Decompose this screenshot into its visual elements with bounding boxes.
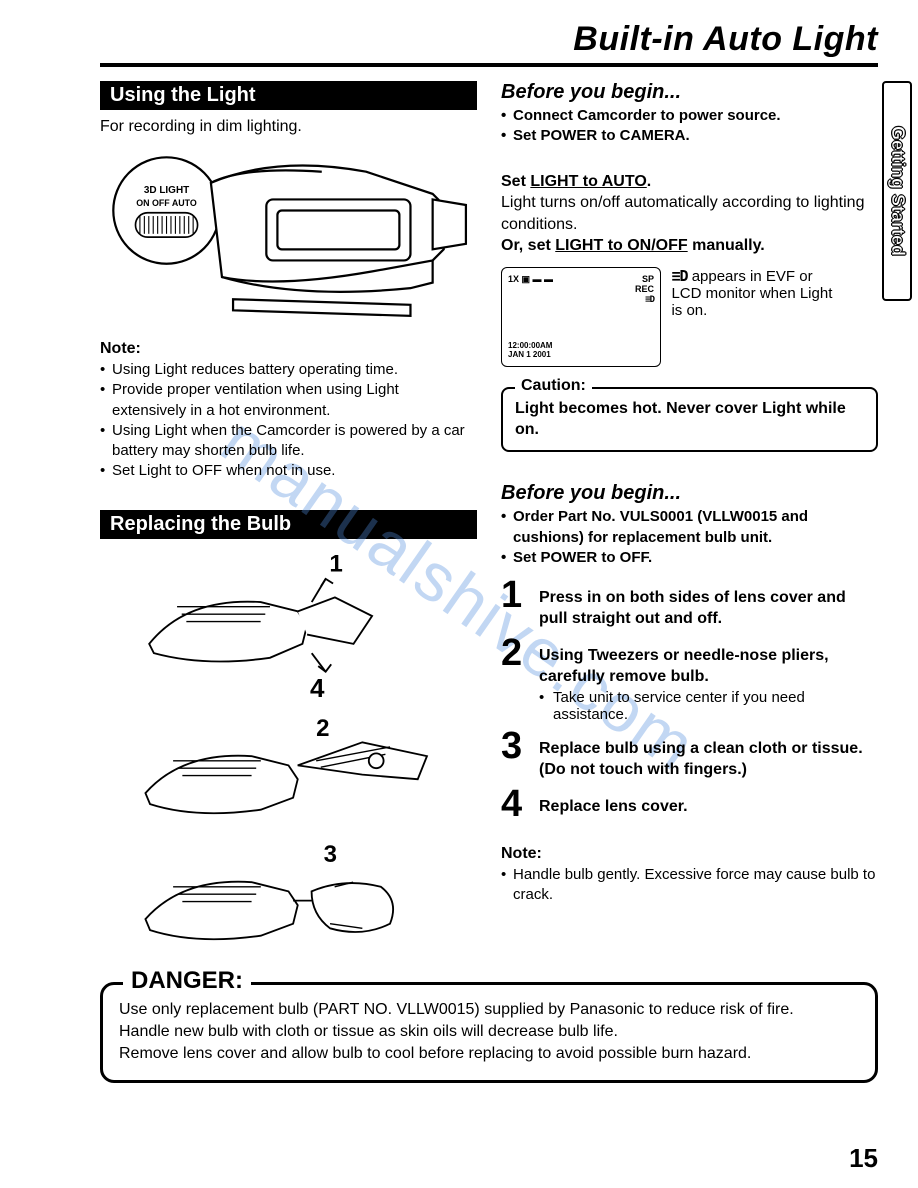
step-sub: Take unit to service center if you need … bbox=[539, 689, 878, 723]
lcd-screen: 1X ▣ ▬ ▬ SP REC ≡D 12:00:00AM JAN 1 2001 bbox=[501, 267, 661, 367]
note2-label: Note: bbox=[501, 845, 878, 863]
step-1: 1 Press in on both sides of lens cover a… bbox=[501, 578, 878, 630]
page-title: Built-in Auto Light bbox=[100, 20, 878, 59]
lcd-rec: REC bbox=[635, 284, 654, 294]
before-begin-1-list: Connect Camcorder to power source. Set P… bbox=[501, 106, 878, 147]
danger-box: DANGER: Use only replacement bulb (PART … bbox=[100, 982, 878, 1083]
step-text: Replace lens cover. bbox=[539, 787, 688, 818]
danger-line: Use only replacement bulb (PART NO. VLLW… bbox=[119, 999, 859, 1021]
step-num: 2 bbox=[501, 636, 531, 670]
evf-note: ≡D appears in EVF or LCD monitor when Li… bbox=[671, 267, 841, 319]
fig-label-2: 2 bbox=[316, 714, 329, 741]
lcd-top-left: 1X ▣ ▬ ▬ bbox=[508, 274, 553, 305]
replace-fig-1: 1 bbox=[100, 551, 477, 681]
fig-label-4: 4 bbox=[160, 673, 477, 704]
before-begin-1-item: Connect Camcorder to power source. bbox=[501, 106, 878, 126]
page-number: 15 bbox=[849, 1143, 878, 1174]
lcd-time: 12:00:00AM bbox=[508, 341, 552, 350]
set-light-auto: Set LIGHT to AUTO. bbox=[501, 171, 878, 193]
before-begin-2-list: Order Part No. VULS0001 (VLLW0015 and cu… bbox=[501, 507, 878, 568]
note1-item: Using Light when the Camcorder is powere… bbox=[100, 421, 477, 462]
step-num: 1 bbox=[501, 578, 531, 612]
before-begin-1-item: Set POWER to CAMERA. bbox=[501, 126, 878, 146]
right-column: Getting Started Before you begin... Conn… bbox=[501, 81, 878, 962]
step-text: Press in on both sides of lens cover and… bbox=[539, 578, 878, 630]
main-columns: Using the Light For recording in dim lig… bbox=[100, 81, 878, 962]
caution-text: Light becomes hot. Never cover Light whi… bbox=[515, 399, 864, 441]
replacing-heading: Replacing the Bulb bbox=[100, 510, 477, 539]
note1-list: Using Light reduces battery operating ti… bbox=[100, 360, 477, 482]
step-4: 4 Replace lens cover. bbox=[501, 787, 878, 821]
switch-positions: ON OFF AUTO bbox=[136, 198, 197, 208]
before-begin-2-item: Set POWER to OFF. bbox=[501, 548, 878, 568]
lcd-light-icon: ≡D bbox=[645, 295, 654, 305]
danger-label: DANGER: bbox=[123, 967, 251, 995]
lcd-row: 1X ▣ ▬ ▬ SP REC ≡D 12:00:00AM JAN 1 2001… bbox=[501, 267, 878, 367]
using-light-heading: Using the Light bbox=[100, 81, 477, 110]
step-text: Replace bulb using a clean cloth or tiss… bbox=[539, 729, 878, 781]
before-begin-1-heading: Before you begin... bbox=[501, 81, 878, 104]
using-light-intro: For recording in dim lighting. bbox=[100, 116, 477, 138]
side-tab: Getting Started bbox=[882, 81, 912, 301]
left-column: Using the Light For recording in dim lig… bbox=[100, 81, 477, 962]
note1-item: Using Light reduces battery operating ti… bbox=[100, 360, 477, 380]
title-rule bbox=[100, 63, 878, 67]
fig-label-1: 1 bbox=[329, 551, 342, 577]
note2-item: Handle bulb gently. Excessive force may … bbox=[501, 865, 878, 906]
step-num: 3 bbox=[501, 729, 531, 763]
camcorder-illustration: 3D LIGHT ON OFF AUTO bbox=[100, 144, 477, 333]
before-begin-2-heading: Before you begin... bbox=[501, 482, 878, 505]
step-num: 4 bbox=[501, 787, 531, 821]
before-begin-2-item: Order Part No. VULS0001 (VLLW0015 and cu… bbox=[501, 507, 878, 548]
auto-desc: Light turns on/off automatically accordi… bbox=[501, 192, 878, 235]
caution-box: Caution: Light becomes hot. Never cover … bbox=[501, 387, 878, 453]
switch-title: 3D LIGHT bbox=[144, 184, 189, 195]
step-text: Using Tweezers or needle-nose pliers, ca… bbox=[539, 636, 878, 688]
caution-label: Caution: bbox=[515, 377, 592, 395]
danger-line: Remove lens cover and allow bulb to cool… bbox=[119, 1043, 859, 1065]
note1-item: Set Light to OFF when not in use. bbox=[100, 461, 477, 481]
note2-list: Handle bulb gently. Excessive force may … bbox=[501, 865, 878, 906]
note1-label: Note: bbox=[100, 340, 477, 358]
note1-item: Provide proper ventilation when using Li… bbox=[100, 380, 477, 421]
lcd-sp: SP bbox=[642, 274, 654, 284]
lcd-date: JAN 1 2001 bbox=[508, 350, 551, 359]
light-icon: ≡D bbox=[671, 267, 687, 285]
fig-label-3: 3 bbox=[324, 840, 337, 867]
set-light-manual: Or, set LIGHT to ON/OFF manually. bbox=[501, 235, 878, 257]
replace-fig-3: 3 bbox=[100, 836, 477, 956]
danger-line: Handle new bulb with cloth or tissue as … bbox=[119, 1021, 859, 1043]
step-2: 2 Using Tweezers or needle-nose pliers, … bbox=[501, 636, 878, 724]
step-3: 3 Replace bulb using a clean cloth or ti… bbox=[501, 729, 878, 781]
replace-fig-2: 2 bbox=[100, 710, 477, 830]
